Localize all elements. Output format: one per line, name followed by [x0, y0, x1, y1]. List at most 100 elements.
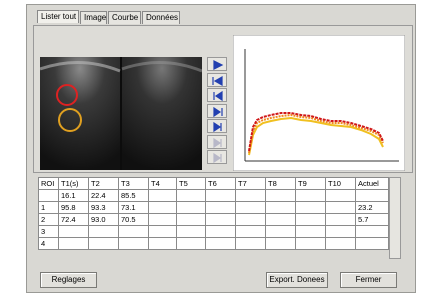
table-cell [59, 238, 89, 250]
table-cell [177, 190, 206, 202]
table-cell [206, 214, 236, 226]
table-cell [326, 226, 356, 238]
playback-button[interactable] [207, 104, 227, 118]
table-cell [177, 214, 206, 226]
table-cell [119, 238, 149, 250]
table-cell: 72.4 [59, 214, 89, 226]
ultrasound-image [40, 57, 202, 170]
header-cell: T6 [206, 178, 236, 190]
table-cell: 85.5 [119, 190, 149, 202]
table-cell [89, 238, 119, 250]
tab[interactable]: Courbe [108, 11, 141, 24]
table-cell [326, 202, 356, 214]
playback-button[interactable] [207, 119, 227, 133]
header-cell: Actuel [356, 178, 389, 190]
playback-icon [208, 120, 226, 132]
table-cell: 1 [39, 202, 59, 214]
table-cell [236, 226, 266, 238]
table-cell [296, 214, 326, 226]
table-cell [39, 190, 59, 202]
table-cell [177, 238, 206, 250]
playback-button[interactable] [207, 150, 227, 164]
table-row: 4 [39, 238, 389, 250]
table-cell [266, 190, 296, 202]
export-button[interactable]: Export. Donees [266, 272, 328, 288]
table-cell: 23.2 [356, 202, 389, 214]
playback-button[interactable] [207, 135, 227, 149]
table-cell: 16.1 [59, 190, 89, 202]
header-cell: T3 [119, 178, 149, 190]
table-cell [296, 226, 326, 238]
table-cell [326, 238, 356, 250]
table-cell [326, 190, 356, 202]
table-cell: 93.3 [89, 202, 119, 214]
header-cell: ROI [39, 178, 59, 190]
scrollbar[interactable] [389, 177, 401, 259]
table-cell [296, 238, 326, 250]
header-cell: T4 [149, 178, 177, 190]
table-cell [326, 214, 356, 226]
table-cell: 73.1 [119, 202, 149, 214]
header-cell: T10 [326, 178, 356, 190]
table-cell: 5.7 [356, 214, 389, 226]
table-cell: 70.5 [119, 214, 149, 226]
table-cell [266, 226, 296, 238]
table-cell [266, 238, 296, 250]
table-cell [119, 226, 149, 238]
table-cell: 2 [39, 214, 59, 226]
table-cell [177, 202, 206, 214]
playback-icon [208, 136, 226, 148]
table-cell [236, 202, 266, 214]
table-cell: 4 [39, 238, 59, 250]
table-cell [296, 202, 326, 214]
playback-icon [208, 151, 226, 163]
tab[interactable]: Lister tout [37, 10, 79, 23]
table-cell: 3 [39, 226, 59, 238]
playback-button[interactable] [207, 57, 227, 71]
table-cell [356, 190, 389, 202]
table-cell [206, 226, 236, 238]
table-cell [236, 214, 266, 226]
header-cell: T8 [266, 178, 296, 190]
header-cell: T7 [236, 178, 266, 190]
table-cell [356, 238, 389, 250]
table-cell [206, 202, 236, 214]
table-cell [356, 226, 389, 238]
playback-icon [208, 58, 226, 70]
settings-button[interactable]: Reglages [40, 272, 97, 288]
header-cell: T1(s) [59, 178, 89, 190]
table-cell [149, 202, 177, 214]
table-cell [177, 226, 206, 238]
table-cell [149, 190, 177, 202]
table-cell [236, 190, 266, 202]
table-cell: 95.8 [59, 202, 89, 214]
tab[interactable]: Données [142, 11, 180, 24]
header-cell: T5 [177, 178, 206, 190]
table-cell [296, 190, 326, 202]
table-cell [236, 238, 266, 250]
table-cell [206, 190, 236, 202]
playback-icon [208, 74, 226, 86]
header-cell: T2 [89, 178, 119, 190]
table-cell [266, 214, 296, 226]
playback-button[interactable] [207, 73, 227, 87]
curve-plot [233, 35, 405, 171]
table-cell [89, 226, 119, 238]
table-cell [149, 226, 177, 238]
table-cell [206, 238, 236, 250]
table-cell [59, 226, 89, 238]
playback-button[interactable] [207, 88, 227, 102]
table-row: 3 [39, 226, 389, 238]
close-button[interactable]: Fermer [340, 272, 397, 288]
table-cell [149, 214, 177, 226]
table-cell: 22.4 [89, 190, 119, 202]
page: Lister toutImageCourbeDonnées ROIT1(s)T2… [0, 0, 437, 293]
header-cell: T9 [296, 178, 326, 190]
tab[interactable]: Image [80, 11, 107, 24]
table-cell: 93.0 [89, 214, 119, 226]
